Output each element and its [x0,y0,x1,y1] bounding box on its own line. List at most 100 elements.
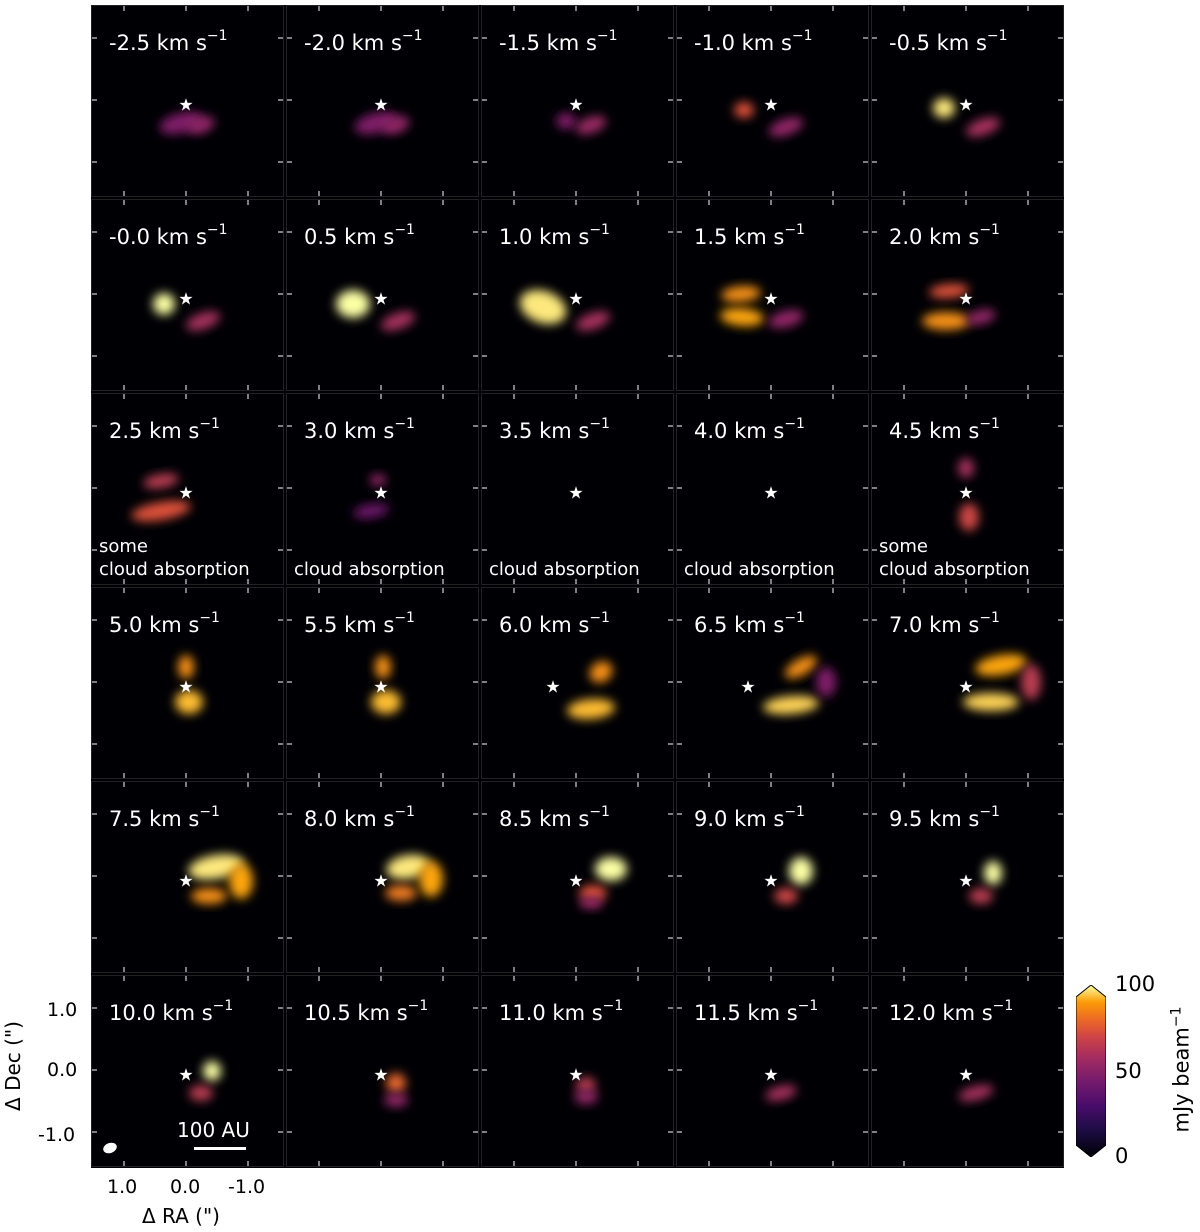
star-icon: ★ [568,871,584,892]
velocity-unit-exponent: −1 [791,28,813,44]
velocity-value: 12.0 km s [889,1001,993,1025]
velocity-unit-exponent: −1 [589,804,610,820]
channel-map-grid: -2.5 km s−1 ★ -2.0 km s−1 ★ -1.5 km s−1 ★ -1.0… [91,5,1064,1168]
emission-blob [575,115,607,135]
emission-blob [178,655,194,679]
emission-blob [720,307,764,327]
emission-blob [958,1084,994,1102]
emission-blob [768,309,804,329]
velocity-label: 11.5 km s−1 [694,999,818,1024]
y-tick-label: 0.0 [47,1059,78,1081]
velocity-unit-exponent: −1 [199,610,220,626]
star-icon: ★ [373,1065,389,1086]
emission-blob [816,667,836,697]
channel-panel: -2.5 km s−1 ★ [91,5,284,197]
panel-frame [481,781,674,973]
channel-panel: 6.5 km s−1 ★ [676,587,869,779]
panel-frame [91,5,284,197]
velocity-value: 7.0 km s [889,613,980,637]
emission-map [481,393,674,585]
velocity-value: 0.5 km s [304,225,395,249]
emission-blob [187,116,215,134]
velocity-value: 6.5 km s [694,613,785,637]
panel-frame [871,393,1064,585]
panel-frame [286,199,479,391]
velocity-value: 11.0 km s [499,1001,603,1025]
emission-blob [153,293,175,315]
velocity-unit-exponent: −1 [589,610,610,626]
channel-panel: 10.0 km s−1 ★ 100 AU [91,975,284,1167]
velocity-label: 5.0 km s−1 [109,610,220,636]
emission-blob [384,1093,408,1107]
star-icon: ★ [178,289,194,310]
x-tick-label: 0.0 [170,1176,201,1198]
panel-frame [91,587,284,779]
emission-blob [203,1061,221,1081]
star-icon: ★ [958,1065,974,1086]
velocity-value: 8.0 km s [304,807,395,831]
panel-frame [676,199,869,391]
emission-blob [933,98,955,118]
panel-frame [481,199,674,391]
velocity-unit-exponent: −1 [986,28,1008,44]
star-icon: ★ [763,1065,779,1086]
colorbar-label-text: mJy beam [1169,1027,1194,1133]
emission-map [676,5,869,197]
velocity-label: 9.5 km s−1 [889,805,1000,830]
velocity-label: 3.0 km s−1 [304,417,415,442]
emission-blob [969,888,993,904]
velocity-value: 2.5 km s [109,419,200,443]
x-axis-label: Δ RA (") [142,1204,220,1228]
velocity-value: -1.5 km s [499,31,597,55]
emission-blob [175,690,203,714]
channel-panel: 11.0 km s−1 ★ [481,975,674,1167]
star-icon: ★ [545,677,561,698]
emission-blob [188,854,244,880]
star-icon: ★ [763,95,779,116]
velocity-label: 5.5 km s−1 [304,611,415,636]
velocity-label: 4.5 km s−1 [889,417,1000,442]
channel-panel: -1.0 km s−1 ★ [676,5,869,197]
channel-panel: 5.0 km s−1 ★ [91,587,284,779]
absorption-note: some cloud absorption [99,536,250,580]
star-icon: ★ [958,483,974,504]
velocity-value: 10.0 km s [109,1001,213,1025]
emission-blob [575,311,611,331]
channel-panel: 4.0 km s−1 ★ cloud absorption [676,393,869,585]
emission-blob [929,283,969,299]
emission-map [871,587,1064,779]
velocity-value: -1.0 km s [694,31,792,55]
velocity-label: 12.0 km s−1 [889,998,1014,1025]
velocity-unit-exponent: −1 [407,998,429,1014]
emission-map [676,587,869,779]
velocity-label: -0.5 km s−1 [889,28,1008,54]
velocity-value: 2.0 km s [889,225,980,249]
star-icon: ★ [568,95,584,116]
velocity-unit-exponent: −1 [784,222,805,238]
velocity-unit-exponent: −1 [401,28,423,44]
emission-map [481,587,674,779]
channel-panel: 2.5 km s−1 ★ some cloud absorption [91,393,284,585]
y-tick-label: 1.0 [47,999,78,1021]
velocity-unit-exponent: −1 [784,610,805,626]
velocity-value: 6.0 km s [499,613,590,637]
emission-map [676,199,869,391]
emission-blob [336,290,370,318]
emission-blob [419,861,443,897]
emission-blob [975,654,1027,676]
star-icon: ★ [958,289,974,310]
velocity-label: 8.5 km s−1 [499,804,610,831]
channel-panel: -0.0 km s−1 ★ [91,199,284,391]
emission-blob [191,888,227,904]
emission-map [676,393,869,585]
velocity-unit-exponent: −1 [992,998,1014,1014]
emission-map [871,393,1064,585]
panel-frame [91,781,284,973]
velocity-value: 8.5 km s [499,807,590,831]
emission-blob [984,861,1002,885]
emission-blob [579,897,603,909]
colorbar-label: mJy beam−1 [1168,1007,1194,1133]
emission-blob [382,116,410,134]
emission-map [286,199,479,391]
star-icon: ★ [178,483,194,504]
